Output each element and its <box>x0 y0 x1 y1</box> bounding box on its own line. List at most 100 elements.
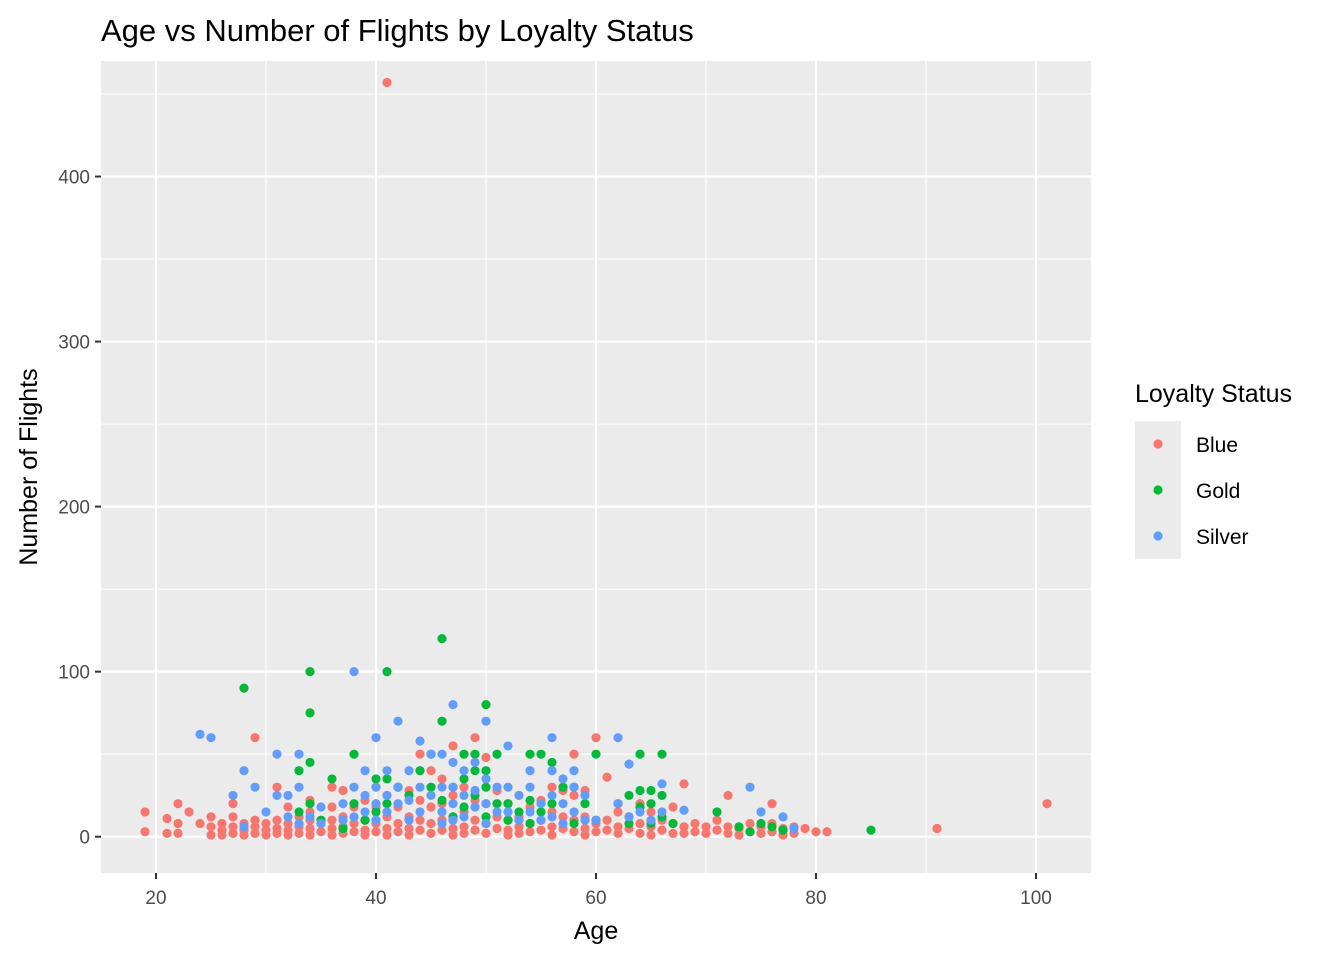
data-point <box>525 782 535 792</box>
data-point <box>371 799 381 809</box>
data-point <box>624 818 634 829</box>
data-point <box>624 790 634 801</box>
data-point <box>283 802 293 812</box>
data-point <box>789 823 799 834</box>
data-point <box>382 807 392 817</box>
data-point <box>305 823 315 834</box>
data-point <box>173 828 183 838</box>
data-point <box>635 828 645 838</box>
data-point <box>382 830 392 840</box>
data-point <box>448 823 458 834</box>
data-point <box>415 766 425 776</box>
data-point <box>481 700 491 710</box>
data-point <box>393 827 403 837</box>
data-point <box>261 807 271 817</box>
data-point <box>690 818 700 829</box>
data-point <box>426 782 436 792</box>
data-point <box>470 766 480 776</box>
data-point <box>250 822 260 832</box>
data-point <box>184 807 194 817</box>
data-point <box>162 828 172 838</box>
legend-swatch <box>1153 439 1163 449</box>
data-point <box>580 799 590 809</box>
data-point <box>415 815 425 825</box>
data-point <box>547 822 557 832</box>
data-point <box>525 807 535 817</box>
data-point <box>558 799 568 809</box>
data-point <box>404 795 414 805</box>
data-point <box>140 807 150 817</box>
data-point <box>514 790 524 801</box>
data-point <box>349 827 359 837</box>
data-point <box>646 799 656 809</box>
data-point <box>382 790 392 801</box>
data-point <box>239 822 249 832</box>
data-point <box>349 749 359 759</box>
data-point <box>1042 799 1052 809</box>
data-point <box>624 759 634 769</box>
data-point <box>316 818 326 829</box>
data-point <box>470 733 480 743</box>
data-point <box>558 782 568 792</box>
y-tick-label: 0 <box>79 828 90 849</box>
data-point <box>547 790 557 801</box>
data-point <box>558 812 568 822</box>
data-point <box>448 757 458 768</box>
y-tick-label: 100 <box>58 663 90 684</box>
data-point <box>371 733 381 743</box>
data-point <box>767 822 777 832</box>
data-point <box>382 667 392 677</box>
data-point <box>316 827 326 837</box>
data-point <box>382 774 392 784</box>
data-point <box>712 825 722 835</box>
data-point <box>448 741 458 751</box>
data-point <box>492 799 502 809</box>
data-point <box>206 830 216 840</box>
data-point <box>591 827 601 837</box>
x-tick-label: 60 <box>585 888 606 909</box>
data-point <box>228 790 238 801</box>
data-point <box>580 815 590 825</box>
data-point <box>679 805 689 815</box>
data-point <box>547 757 557 768</box>
data-point <box>459 828 469 838</box>
data-point <box>371 807 381 817</box>
data-point <box>657 779 667 789</box>
data-point <box>437 795 447 805</box>
data-point <box>327 802 337 812</box>
data-point <box>525 766 535 776</box>
data-point <box>426 790 436 801</box>
chart-title: Age vs Number of Flights by Loyalty Stat… <box>101 13 694 48</box>
data-point <box>492 823 502 834</box>
data-point <box>514 807 524 817</box>
data-point <box>503 807 513 817</box>
data-point <box>426 749 436 759</box>
data-point <box>668 802 678 812</box>
data-point <box>283 790 293 801</box>
data-point <box>371 815 381 825</box>
data-point <box>679 828 689 838</box>
legend-label-silver: Silver <box>1196 526 1249 549</box>
data-point <box>206 812 216 822</box>
data-point <box>283 830 293 840</box>
data-point <box>668 828 678 838</box>
data-point <box>646 785 656 796</box>
data-point <box>415 782 425 792</box>
data-point <box>404 766 414 776</box>
data-point <box>536 799 546 809</box>
data-point <box>448 830 458 840</box>
data-point <box>437 807 447 817</box>
data-point <box>415 736 425 746</box>
data-point <box>261 830 271 840</box>
data-point <box>437 825 447 835</box>
data-point <box>547 830 557 840</box>
data-point <box>217 818 227 829</box>
data-point <box>613 828 623 838</box>
data-point <box>272 828 282 838</box>
data-point <box>349 799 359 809</box>
data-point <box>371 774 381 784</box>
data-point <box>536 815 546 825</box>
data-point <box>459 782 469 792</box>
data-point <box>448 782 458 792</box>
